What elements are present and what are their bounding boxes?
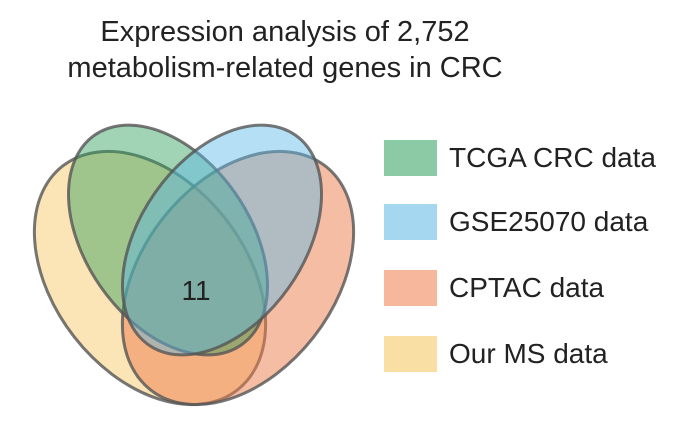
legend-item-our-ms: Our MS data bbox=[384, 336, 684, 374]
legend-item-cptac: CPTAC data bbox=[384, 270, 684, 308]
legend-swatch-gse25070 bbox=[384, 204, 437, 240]
legend-label-our-ms: Our MS data bbox=[449, 338, 608, 369]
legend-label-cptac: CPTAC data bbox=[449, 272, 605, 303]
legend-label-tcga: TCGA CRC data bbox=[449, 142, 656, 173]
legend-swatch-tcga bbox=[384, 140, 437, 176]
legend-swatch-our-ms bbox=[384, 336, 437, 372]
legend-item-tcga: TCGA CRC data bbox=[384, 140, 684, 178]
intersection-count: 11 bbox=[181, 275, 210, 306]
venn-ellipse-cptac bbox=[120, 149, 356, 407]
title-line-2: metabolism-related genes in CRC bbox=[67, 52, 503, 84]
diagram-title: Expression analysis of 2,752 metabolism-… bbox=[20, 14, 550, 86]
legend-swatch-cptac bbox=[384, 270, 437, 306]
legend-label-gse25070: GSE25070 data bbox=[449, 206, 649, 237]
legend-item-gse25070: GSE25070 data bbox=[384, 204, 684, 242]
venn-ellipse-gse25070 bbox=[120, 123, 324, 357]
venn-ellipse-tcga bbox=[66, 123, 270, 357]
title-line-1: Expression analysis of 2,752 bbox=[100, 16, 470, 48]
